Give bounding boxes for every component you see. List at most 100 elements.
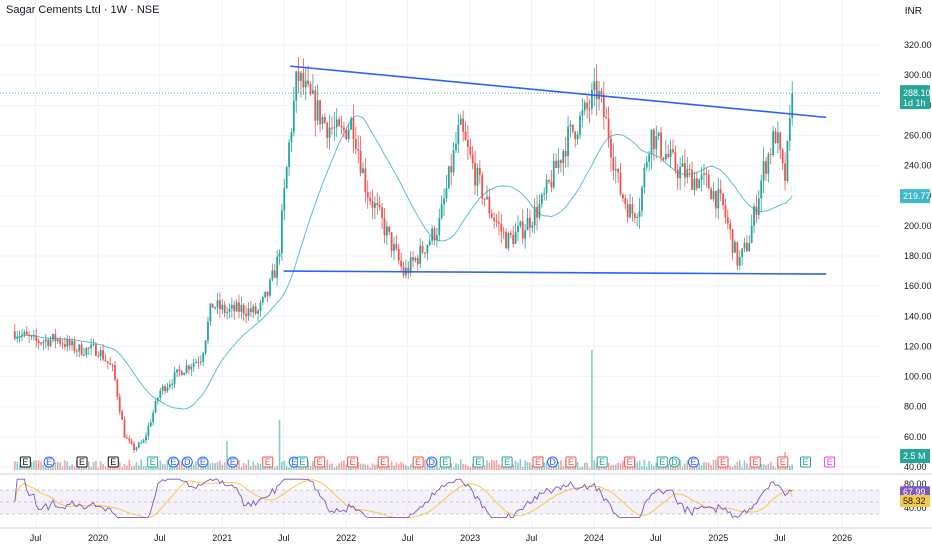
volume-bar [33,460,35,470]
candle-body [95,344,97,356]
earnings-marker-label: E [752,457,758,467]
candle-body [283,188,286,211]
candle-body [71,341,73,346]
candle-body [557,160,560,169]
candle-body [240,305,243,312]
earnings-marker-label: E [720,457,726,467]
candle-body [612,157,615,171]
candle-body [469,146,472,155]
candle-body [703,173,705,175]
volume-bar [569,467,572,470]
earnings-marker: E [412,456,424,468]
candle-body [54,333,57,342]
earnings-marker-label: E [79,457,85,467]
candle-body [47,339,50,347]
candle-body [641,187,643,211]
volume-bar [95,460,97,470]
volume-bar [495,460,498,470]
candle-body [211,303,214,308]
volume-bar [326,459,329,470]
candle-body [486,196,488,199]
candle-body [619,172,622,195]
volume-bar [650,464,653,470]
x-tick-label: Jul [774,533,786,543]
candle-body [216,300,219,308]
earnings-marker-label: E [599,457,605,467]
candle-body [531,225,534,228]
candle-body [464,131,467,141]
countdown-value: 1d 1h [903,98,926,108]
volume-bar [183,467,185,470]
candle-body [562,150,565,164]
volume-bar [245,464,247,470]
candle-body [514,232,517,244]
candle-body [338,119,341,126]
candle-body [323,117,326,123]
volume-bar [262,467,264,470]
volume-bar [789,465,791,470]
candle-body [366,192,369,198]
candle-body [705,173,708,175]
candle-body [416,258,419,264]
earnings-marker-box [377,456,389,468]
candle-body [381,207,383,219]
earnings-marker: E [687,456,699,468]
candle-body [304,80,307,88]
earnings-marker-circle [197,456,209,468]
volume-bar [254,464,257,470]
candle-body [252,306,255,313]
candle-body [440,204,443,219]
volume-bar [397,464,400,470]
candle-body [23,331,26,335]
candle-body [509,232,512,235]
candle-body [698,179,701,189]
candle-body [140,442,143,444]
earnings-marker-box [596,456,608,468]
candle-body [40,343,42,345]
candle-body [419,245,422,264]
volume-bar [68,465,71,470]
volume-bar [276,466,278,470]
candle-body [743,242,746,249]
volume-bar [707,462,710,470]
candle-body [335,119,338,128]
candle-body [80,344,83,355]
candle-body [114,365,116,380]
candle-body [128,438,131,441]
candle-body [33,335,35,337]
volume-bar [166,459,169,470]
ma-value-badge: 219.77 [900,189,931,204]
volume-badge-bg [900,449,930,463]
candle-body [748,242,751,252]
candle-body [350,118,352,130]
ma-value-badge-text: 219.77 [903,191,931,201]
candle-body [757,198,760,215]
candle-body [788,118,791,141]
volume-bar [595,463,598,470]
candle-body [407,267,410,274]
candle-body [166,387,169,392]
volume-bar [247,459,250,470]
volume-bar [328,464,331,470]
candle-body [605,117,608,119]
volume-bar [433,463,436,470]
volume-bar [645,466,648,470]
volume-bar [92,461,95,470]
candle-body [321,117,324,125]
y-tick-label: 160.00 [904,281,932,291]
earnings-marker: E [656,456,668,468]
earnings-marker-box [800,456,812,468]
volume-bar [512,464,515,470]
volume-bar [750,467,753,470]
candle-body [238,302,240,312]
earnings-marker-label: E [291,457,297,467]
volume-bar [211,462,214,470]
candle-body [421,245,424,253]
volume-bar [18,465,21,470]
candle-body [130,440,133,444]
y-tick-label: 260.00 [904,130,932,140]
candle-body [636,217,639,219]
earnings-marker-label: E [380,457,386,467]
earnings-marker: E [565,456,577,468]
